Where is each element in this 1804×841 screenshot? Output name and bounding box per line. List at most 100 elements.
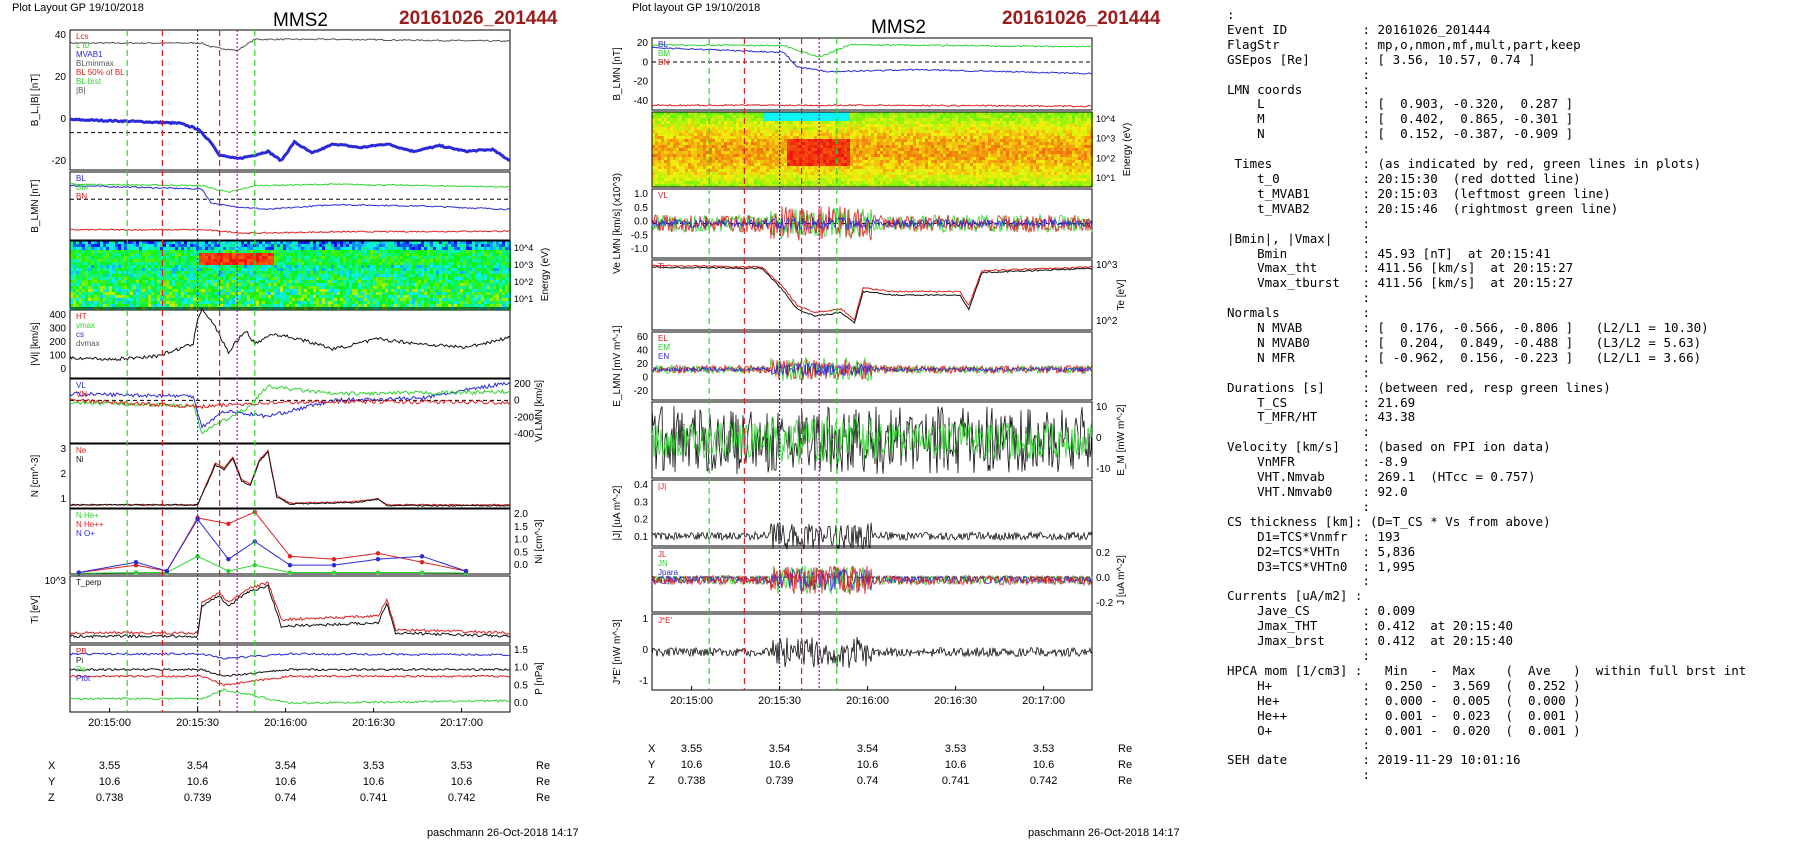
spectro-cell	[793, 175, 796, 178]
spectro-cell	[250, 286, 253, 289]
spectro-cell	[262, 298, 265, 301]
spectro-cell	[151, 283, 154, 286]
spectro-cell	[265, 304, 268, 307]
spectro-cell	[307, 289, 310, 292]
spectro-cell	[385, 262, 388, 265]
spectro-cell	[388, 241, 391, 244]
spectro-cell	[442, 301, 445, 304]
spectro-cell	[103, 283, 106, 286]
spectro-cell	[457, 280, 460, 283]
spectro-cell	[199, 256, 202, 259]
spectro-cell	[715, 130, 718, 133]
spectro-cell	[757, 181, 760, 184]
y-tick-label: 10^4	[514, 243, 533, 253]
spectro-cell	[736, 112, 739, 115]
spectro-cell	[109, 250, 112, 253]
spectro-cell	[274, 256, 277, 259]
spectro-cell	[805, 118, 808, 121]
spectro-cell	[751, 139, 754, 142]
spectro-cell	[661, 178, 664, 181]
spectro-cell	[430, 250, 433, 253]
spectro-cell	[253, 286, 256, 289]
spectro-cell	[721, 112, 724, 115]
spectro-cell	[331, 268, 334, 271]
spectro-cell	[349, 304, 352, 307]
spectro-cell	[229, 283, 232, 286]
spectro-cell	[211, 277, 214, 280]
spectro-cell	[106, 256, 109, 259]
spectro-cell	[319, 256, 322, 259]
spectro-cell	[391, 292, 394, 295]
spectro-cell	[667, 172, 670, 175]
spectro-cell	[166, 265, 169, 268]
spectro-cell	[178, 268, 181, 271]
spectro-cell	[331, 295, 334, 298]
spectro-cell	[715, 154, 718, 157]
spectro-cell	[112, 301, 115, 304]
spectro-cell	[79, 265, 82, 268]
spectro-cell	[406, 301, 409, 304]
spectro-cell	[292, 250, 295, 253]
spectro-cell	[802, 112, 805, 115]
y-tick-label: 10^1	[514, 294, 533, 304]
spectro-cell	[277, 271, 280, 274]
spectro-cell	[292, 265, 295, 268]
spectro-cell	[475, 301, 478, 304]
spectro-cell	[742, 115, 745, 118]
spectro-cell	[412, 295, 415, 298]
spectro-cell	[760, 115, 763, 118]
spectro-cell	[277, 259, 280, 262]
spectro-cell	[670, 160, 673, 163]
spectro-cell	[79, 280, 82, 283]
spectro-cell	[490, 262, 493, 265]
spectro-cell	[301, 274, 304, 277]
spectro-cell	[343, 253, 346, 256]
spectro-cell	[781, 127, 784, 130]
spectro-cell	[247, 247, 250, 250]
spectro-cell	[703, 121, 706, 124]
spectro-cell	[124, 265, 127, 268]
spectro-cell	[661, 160, 664, 163]
spectro-cell	[100, 265, 103, 268]
spectro-cell	[406, 292, 409, 295]
spectro-cell	[667, 169, 670, 172]
spectro-cell	[415, 253, 418, 256]
spectro-cell	[190, 241, 193, 244]
spectro-cell	[658, 178, 661, 181]
spectro-cell	[259, 289, 262, 292]
spectro-cell	[811, 172, 814, 175]
spectro-cell	[409, 256, 412, 259]
spectro-cell	[148, 259, 151, 262]
spectro-cell	[445, 250, 448, 253]
spectro-cell	[184, 247, 187, 250]
spectro-cell	[469, 271, 472, 274]
spectro-cell	[211, 301, 214, 304]
spectro-cell	[349, 262, 352, 265]
spectro-cell	[706, 184, 709, 187]
spectro-cell	[73, 298, 76, 301]
spectro-cell	[85, 292, 88, 295]
spectro-cell	[781, 172, 784, 175]
spectro-cell	[481, 274, 484, 277]
spectro-cell	[418, 283, 421, 286]
spectro-cell	[382, 280, 385, 283]
left-event-title: 20161026_201444	[399, 8, 558, 29]
spectro-cell	[427, 244, 430, 247]
series-|B|	[69, 38, 511, 52]
spectro-cell	[325, 289, 328, 292]
spectro-cell	[169, 277, 172, 280]
spectro-cell	[88, 301, 91, 304]
spectro-cell	[793, 163, 796, 166]
spectro-cell	[433, 247, 436, 250]
spectro-cell	[379, 277, 382, 280]
spectro-cell	[754, 172, 757, 175]
spectro-cell	[358, 268, 361, 271]
spectro-cell	[139, 274, 142, 277]
spectro-cell	[817, 133, 820, 136]
spectro-cell	[223, 262, 226, 265]
spectro-cell	[130, 271, 133, 274]
spectro-cell	[691, 127, 694, 130]
spectro-cell	[250, 304, 253, 307]
spectro-cell	[214, 301, 217, 304]
